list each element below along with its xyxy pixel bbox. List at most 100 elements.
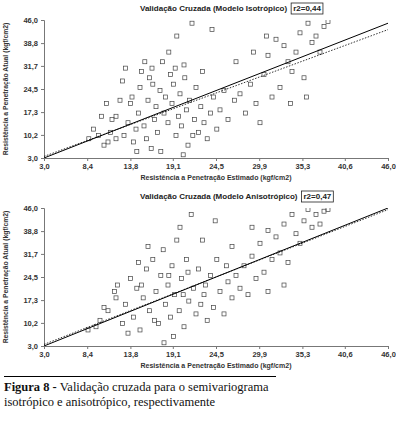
point bbox=[182, 63, 186, 67]
panel: Validação Cruzada (Modelo Isotrópico)r2=… bbox=[2, 3, 396, 182]
point bbox=[100, 114, 104, 118]
point bbox=[152, 117, 156, 121]
x-tick-mark bbox=[216, 346, 217, 349]
point bbox=[234, 60, 238, 64]
y-tick-mark bbox=[41, 20, 44, 21]
chart-subtitle: r2=0,47 bbox=[304, 192, 332, 201]
point bbox=[178, 225, 182, 229]
y-tick: 38,8 bbox=[23, 227, 44, 236]
y-tick-label: 3,0 bbox=[28, 342, 38, 351]
point bbox=[158, 89, 162, 93]
x-tick-label: 3,0 bbox=[39, 162, 49, 171]
fit-line bbox=[44, 210, 388, 345]
x-tick-label: 8,4 bbox=[82, 350, 93, 359]
point bbox=[230, 245, 234, 249]
point bbox=[190, 21, 194, 25]
point bbox=[226, 117, 230, 121]
point bbox=[176, 114, 180, 118]
point bbox=[143, 60, 147, 64]
subtitle-box bbox=[291, 3, 323, 14]
point bbox=[304, 95, 308, 99]
x-tick: 46,0 bbox=[381, 346, 396, 359]
point bbox=[200, 69, 204, 73]
x-tick: 19,1 bbox=[166, 158, 181, 171]
y-tick-label: 31,7 bbox=[23, 250, 38, 259]
point bbox=[205, 137, 209, 141]
chart-canvas: Validação Cruzada (Modelo Isotrópico)r2=… bbox=[0, 0, 396, 376]
point bbox=[156, 322, 160, 326]
point bbox=[282, 222, 286, 226]
y-tick-label: 46,0 bbox=[23, 16, 38, 25]
x-tick-label: 19,1 bbox=[166, 350, 181, 359]
point bbox=[154, 289, 158, 293]
plot-area bbox=[44, 20, 388, 158]
point bbox=[212, 95, 216, 99]
x-axis-title: Resistência a Penetração Estimado (kgf/c… bbox=[141, 174, 292, 182]
point bbox=[266, 53, 270, 57]
point bbox=[194, 85, 198, 89]
point bbox=[128, 277, 132, 281]
point bbox=[174, 134, 178, 138]
point bbox=[274, 235, 278, 239]
point bbox=[106, 309, 110, 313]
x-tick-label: 35,3 bbox=[296, 162, 311, 171]
point bbox=[204, 283, 208, 287]
y-tick: 3,0 bbox=[28, 342, 44, 351]
x-tick-mark bbox=[216, 158, 217, 161]
point bbox=[154, 105, 158, 109]
x-tick: 35,3 bbox=[296, 158, 311, 171]
y-tick: 17,3 bbox=[23, 108, 44, 117]
point bbox=[167, 50, 171, 54]
point bbox=[202, 293, 206, 297]
point bbox=[215, 257, 219, 261]
point bbox=[186, 270, 190, 274]
subtitle-box bbox=[302, 191, 334, 202]
y-tick: 38,8 bbox=[23, 39, 44, 48]
x-tick: 40,6 bbox=[338, 346, 353, 359]
x-tick-mark bbox=[388, 158, 389, 161]
x-tick: 8,4 bbox=[82, 346, 93, 359]
point bbox=[264, 34, 268, 38]
x-tick: 40,6 bbox=[338, 158, 353, 171]
point bbox=[168, 73, 172, 77]
x-tick: 3,0 bbox=[39, 158, 49, 171]
y-axis: 3,010,217,324,531,738,846,0 bbox=[23, 204, 44, 351]
point bbox=[118, 98, 122, 102]
point bbox=[92, 127, 96, 131]
y-tick-mark bbox=[41, 66, 44, 67]
caption: Figura 8 - Validação cruzada para o semi… bbox=[4, 380, 274, 410]
x-tick: 13,8 bbox=[124, 158, 139, 171]
point bbox=[132, 315, 136, 319]
x-tick: 29,9 bbox=[252, 158, 267, 171]
x-tick-label: 29,9 bbox=[252, 350, 267, 359]
x-tick-mark bbox=[130, 158, 131, 161]
point bbox=[170, 264, 174, 268]
point bbox=[326, 20, 330, 24]
point bbox=[144, 137, 148, 141]
point bbox=[250, 225, 254, 229]
x-axis: 3,08,413,819,124,529,935,340,646,0 bbox=[39, 158, 396, 171]
point bbox=[226, 280, 230, 284]
point bbox=[266, 228, 270, 232]
point bbox=[282, 44, 286, 48]
point bbox=[194, 312, 198, 316]
y-tick-mark bbox=[41, 43, 44, 44]
y-tick: 24,5 bbox=[23, 85, 44, 94]
point bbox=[196, 267, 200, 271]
point bbox=[224, 264, 228, 268]
y-axis-title: Resistência a Penetração Atual (kgf/cm2) bbox=[2, 23, 10, 156]
y-tick: 10,2 bbox=[23, 319, 44, 328]
point bbox=[148, 76, 152, 80]
point bbox=[298, 31, 302, 35]
y-tick-mark bbox=[41, 254, 44, 255]
point bbox=[230, 296, 234, 300]
point bbox=[106, 140, 110, 144]
x-tick: 19,1 bbox=[166, 346, 181, 359]
point bbox=[322, 209, 326, 213]
point bbox=[199, 105, 203, 109]
point bbox=[135, 150, 139, 154]
point bbox=[135, 286, 139, 290]
point bbox=[258, 241, 262, 245]
point bbox=[270, 257, 274, 261]
x-tick-label: 8,4 bbox=[82, 162, 93, 171]
